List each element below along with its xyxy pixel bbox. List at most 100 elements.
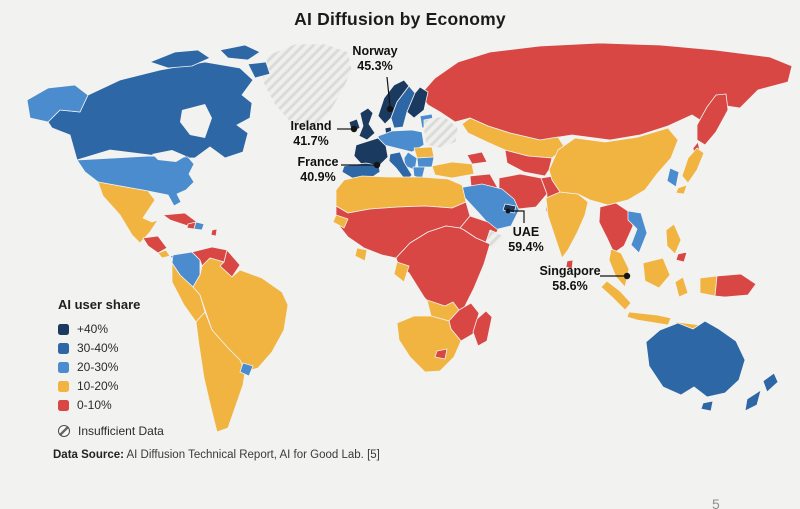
legend-item: +40% [58, 322, 164, 336]
annotation-value: 58.6% [552, 279, 588, 294]
legend-item-label: 10-20% [77, 379, 119, 393]
legend-swatch-10-20 [58, 380, 69, 392]
map-region-lesotho [434, 348, 448, 360]
annotation-france: France 40.9% [278, 155, 358, 186]
legend-title: AI user share [58, 297, 141, 312]
map-region-vietnam-laos [627, 210, 648, 254]
map-region-argentina-chile [195, 311, 246, 433]
annotation-ireland: Ireland 41.7% [271, 119, 351, 150]
annotation-value: 45.3% [357, 59, 393, 74]
map-region-papua-new-guinea [714, 273, 757, 298]
map-region-dominican-republic [193, 221, 205, 231]
legend-swatch-0-10 [58, 399, 69, 411]
map-region-uruguay [239, 362, 254, 377]
map-region-central-east-africa [395, 225, 491, 321]
map-region-arctic-islands [247, 61, 271, 79]
map-region-mexico [97, 181, 159, 244]
map-region-saudi-arabia [457, 183, 520, 231]
map-region-south-korea [666, 167, 680, 188]
map-region-new-zealand [744, 389, 762, 412]
data-source-prefix: Data Source: [53, 449, 124, 461]
annotation-value: 41.7% [293, 134, 329, 149]
data-source-note: Data Source: AI Diffusion Technical Repo… [53, 449, 380, 461]
map-region-kamchatka [696, 93, 729, 146]
legend-swatch-20-30 [58, 361, 69, 373]
ireland-marker-dot [350, 125, 358, 133]
legend-item-label: 20-30% [77, 360, 119, 374]
map-region-philippines [665, 223, 682, 255]
map-region-balkans [403, 151, 418, 171]
legend-swatch-insufficient-data [58, 425, 70, 437]
map-region-somalia [485, 229, 505, 250]
legend-item-label: +40% [77, 322, 109, 336]
map-region-myanmar-thailand [598, 202, 634, 254]
annotation-value: 59.4% [508, 240, 544, 255]
legend-swatch-30-40 [58, 342, 69, 354]
annotation-connectors [337, 76, 624, 277]
map-region-caucasus [466, 151, 488, 165]
map-region-madagascar [472, 310, 493, 347]
map-region-java [626, 311, 672, 326]
france-marker-dot [373, 161, 381, 169]
map-region-japan [675, 184, 688, 195]
legend-item: 20-30% [58, 360, 164, 374]
legend-item: 0-10% [58, 398, 164, 412]
map-region-ghana [354, 247, 368, 262]
legend-item-label: Insufficient Data [78, 424, 164, 438]
annotation-norway: Norway 45.3% [325, 44, 425, 75]
uae-connector-line [508, 210, 525, 223]
annotation-uae: UAE 59.4% [486, 225, 566, 256]
map-region-australia [645, 320, 746, 398]
annotation-country: Norway [352, 44, 398, 58]
annotation-country: France [297, 155, 339, 169]
annotation-country: UAE [512, 225, 540, 239]
legend-item-insufficient-data: Insufficient Data [58, 424, 164, 438]
map-region-romania [413, 146, 435, 159]
map-region-belarus-ukraine [423, 115, 459, 149]
map-region-arctic-islands [149, 49, 211, 69]
singapore-marker-dot [623, 272, 631, 280]
map-region-sumatra [600, 280, 632, 311]
map-region-uk [358, 107, 376, 141]
map-region-spain-portugal [341, 162, 381, 181]
legend-item-label: 30-40% [77, 341, 119, 355]
map-region-caribbean [210, 228, 218, 237]
legend: AI user share +40% 30-40% 20-30% 10-20% … [58, 297, 164, 443]
map-region-tasmania [700, 400, 714, 412]
data-source-text: AI Diffusion Technical Report, AI for Go… [123, 449, 380, 461]
legend-swatch-40plus [58, 323, 69, 335]
map-region-gabon [393, 261, 410, 283]
map-region-japan [681, 147, 705, 184]
map-region-central-asia [504, 149, 553, 177]
page-number: 5 [712, 496, 720, 509]
map-region-malaysia [608, 248, 630, 288]
uae-marker-dot [505, 208, 511, 214]
map-region-alaska [26, 84, 89, 123]
map-region-senegal [332, 214, 349, 229]
map-region-china-mongolia [548, 127, 679, 206]
hudson-bay-water [180, 104, 212, 138]
legend-item: 10-20% [58, 379, 164, 393]
map-region-borneo [642, 257, 671, 289]
map-region-sri-lanka [565, 259, 574, 270]
legend-item: 30-40% [58, 341, 164, 355]
map-region-france [353, 137, 389, 168]
legend-item-label: 0-10% [77, 398, 112, 412]
map-region-central-america [142, 235, 168, 254]
norway-marker-dot [386, 105, 394, 113]
annotation-value: 40.9% [300, 170, 336, 185]
annotation-country: Singapore [539, 264, 601, 278]
map-region-bulgaria [416, 156, 435, 168]
annotation-country: Ireland [290, 119, 332, 133]
chart-title: AI Diffusion by Economy [294, 9, 506, 29]
map-region-greenland [261, 43, 353, 133]
annotation-singapore: Singapore 58.6% [520, 264, 620, 295]
annotation-dots [350, 105, 631, 280]
map-region-finland [406, 86, 429, 119]
norway-connector-line [386, 76, 391, 107]
map-region-philippines-south [675, 251, 688, 263]
great-lakes-water [152, 150, 186, 162]
map-region-arctic-islands [219, 44, 261, 61]
